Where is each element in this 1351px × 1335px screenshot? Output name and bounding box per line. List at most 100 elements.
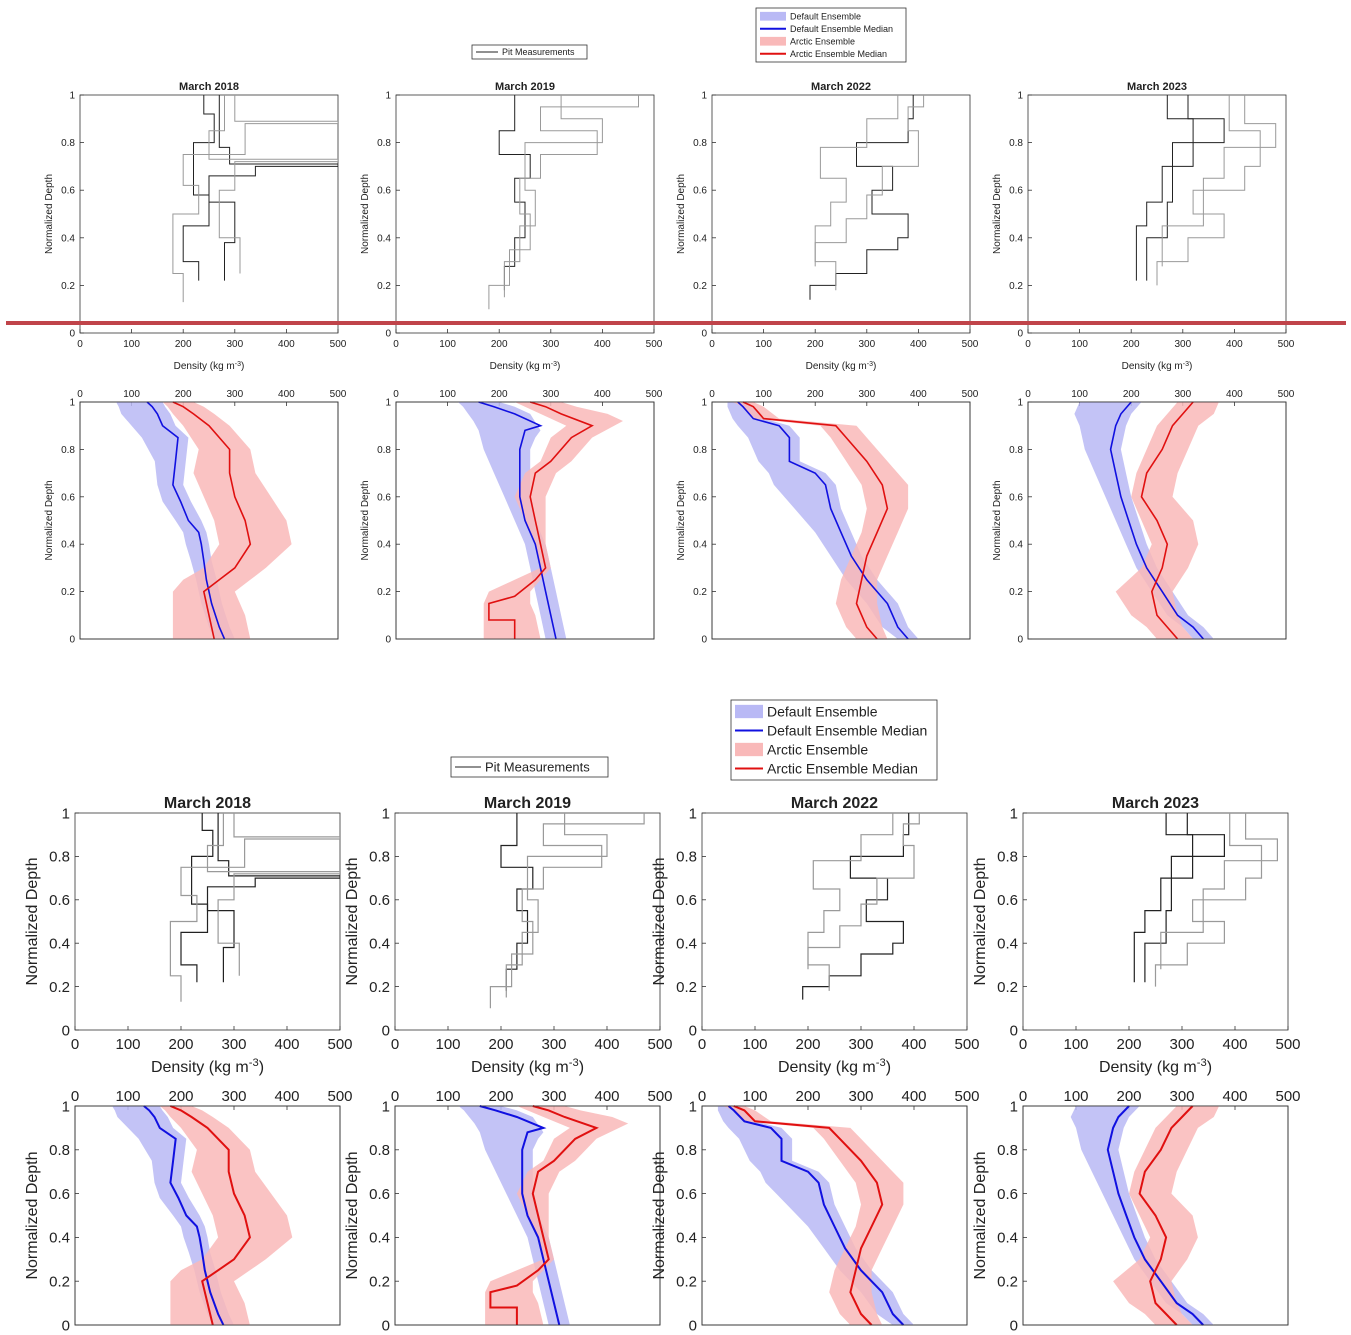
axes-frame bbox=[79, 94, 339, 334]
arctic-ensemble-band bbox=[162, 402, 292, 639]
model-subplot-0: 0 100 200 300 400 500 0 0.2 0.4 0.6 0.8 1 Normalized… bbox=[24, 1088, 353, 1334]
legend-label: Arctic Ensemble Median bbox=[767, 760, 918, 776]
legend-box bbox=[450, 756, 609, 778]
arctic-ensemble-median-line bbox=[172, 401, 252, 640]
legend-label: Default Ensemble bbox=[790, 11, 861, 21]
x-tick-label: 400 bbox=[901, 1088, 926, 1105]
arctic-ensemble-median-line bbox=[170, 1105, 251, 1326]
y-tick-label: 0.8 bbox=[997, 849, 1018, 866]
pit-lines bbox=[489, 813, 645, 1009]
y-tick-label: 0.6 bbox=[377, 186, 391, 197]
y-tick-label: 0.4 bbox=[1009, 233, 1023, 244]
pit-profile bbox=[206, 813, 340, 983]
x-tick-label: 300 bbox=[542, 339, 559, 350]
model-subplot-1: 0 100 200 300 400 500 0 0.2 0.4 0.6 0.8 1 Normalized… bbox=[360, 389, 663, 646]
arctic-ensemble-band bbox=[159, 1106, 293, 1325]
y-tick-label: 0.8 bbox=[1009, 445, 1023, 456]
default-ensemble-band bbox=[1074, 402, 1214, 639]
x-tick-label: 500 bbox=[1275, 1088, 1300, 1105]
x-tick-label: 500 bbox=[1278, 339, 1295, 350]
x-tick-label: 100 bbox=[1071, 339, 1088, 350]
x-axis-label: Density (kg m-3) bbox=[151, 1057, 264, 1076]
x-tick-label: 200 bbox=[488, 1036, 513, 1053]
axes-frame bbox=[1027, 94, 1287, 334]
y-axis-label: Normalized Depth bbox=[24, 1151, 41, 1279]
axes-frame bbox=[1022, 812, 1289, 1031]
y-tick-label: 0 bbox=[701, 635, 707, 646]
axes-frame bbox=[1022, 1105, 1289, 1326]
y-tick-label: 0.6 bbox=[1009, 492, 1023, 503]
y-tick-label: 0 bbox=[1017, 635, 1023, 646]
pit-profile bbox=[807, 813, 920, 970]
pit-profile bbox=[500, 813, 534, 991]
pit-profile bbox=[814, 95, 925, 267]
default-ensemble-median-line bbox=[479, 1105, 561, 1326]
y-tick-label: 0.4 bbox=[377, 540, 391, 551]
x-tick-label: 300 bbox=[226, 339, 243, 350]
y-tick-label: 0.2 bbox=[676, 1273, 697, 1290]
axes-frame bbox=[395, 94, 655, 334]
x-tick-label: 200 bbox=[168, 1036, 193, 1053]
y-tick-label: 0.8 bbox=[676, 849, 697, 866]
subplot-title: March 2019 bbox=[484, 795, 571, 812]
y-tick-label: 1 bbox=[69, 91, 75, 102]
legend-label: Arctic Ensemble bbox=[790, 36, 855, 46]
x-tick-label: 400 bbox=[910, 389, 927, 400]
y-tick-label: 0 bbox=[385, 635, 391, 646]
y-axis-label: Normalized Depth bbox=[676, 174, 687, 254]
x-tick-label: 200 bbox=[175, 339, 192, 350]
pit-profile bbox=[814, 95, 899, 291]
x-tick-label: 300 bbox=[541, 1036, 566, 1053]
pit-profile bbox=[180, 813, 214, 983]
y-tick-label: 0 bbox=[62, 1317, 70, 1334]
x-tick-label: 100 bbox=[742, 1088, 767, 1105]
default-ensemble-median-line bbox=[737, 401, 909, 640]
y-axis-label: Normalized Depth bbox=[992, 174, 1003, 254]
y-tick-label: 0.4 bbox=[369, 935, 390, 952]
x-tick-label: 400 bbox=[278, 389, 295, 400]
x-tick-label: 300 bbox=[1169, 1088, 1194, 1105]
x-tick-label: 400 bbox=[594, 339, 611, 350]
x-tick-label: 300 bbox=[221, 1036, 246, 1053]
arctic-ensemble-band bbox=[1115, 402, 1219, 639]
x-tick-label: 500 bbox=[647, 1088, 672, 1105]
x-tick-label: 0 bbox=[709, 389, 715, 400]
pit-profile bbox=[1144, 813, 1225, 983]
pit-subplot-1: 0 100 200 300 400 500 0 0.2 0.4 0.6 0.8 1 Normalized… bbox=[360, 81, 663, 372]
y-axis-label: Normalized Depth bbox=[651, 857, 668, 985]
x-axis-label: Density (kg m-3) bbox=[806, 361, 877, 373]
y-axis-label: Normalized Depth bbox=[360, 480, 371, 560]
arctic-ensemble-band bbox=[1113, 1106, 1220, 1325]
y-tick-label: 1 bbox=[382, 805, 390, 822]
pit-lines bbox=[809, 95, 925, 300]
y-tick-label: 0.4 bbox=[676, 935, 697, 952]
y-tick-label: 0.2 bbox=[1009, 587, 1023, 598]
y-tick-label: 0 bbox=[69, 635, 75, 646]
legend-models: Default Ensemble Default Ensemble Median A… bbox=[755, 7, 907, 63]
y-tick-label: 0.8 bbox=[676, 1142, 697, 1159]
y-axis-label: Normalized Depth bbox=[676, 480, 687, 560]
x-tick-label: 100 bbox=[123, 389, 140, 400]
x-tick-label: 100 bbox=[439, 339, 456, 350]
y-axis-label: Normalized Depth bbox=[992, 480, 1003, 560]
legend-label: Default Ensemble Median bbox=[767, 722, 927, 738]
x-tick-label: 0 bbox=[1019, 1088, 1027, 1105]
arctic-ensemble-median-line bbox=[1140, 401, 1194, 640]
y-tick-label: 0.6 bbox=[377, 492, 391, 503]
y-tick-label: 0 bbox=[62, 1022, 70, 1039]
x-tick-label: 100 bbox=[123, 339, 140, 350]
default-ensemble-band bbox=[1070, 1106, 1214, 1325]
x-tick-label: 200 bbox=[807, 389, 824, 400]
y-tick-label: 0.8 bbox=[377, 138, 391, 149]
model-subplot-1: 0 100 200 300 400 500 0 0.2 0.4 0.6 0.8 1 Normalized… bbox=[344, 1088, 673, 1334]
x-axis-label: Density (kg m-3) bbox=[174, 361, 245, 373]
x-tick-label: 200 bbox=[795, 1088, 820, 1105]
x-tick-label: 200 bbox=[488, 1088, 513, 1105]
x-tick-label: 200 bbox=[1116, 1088, 1141, 1105]
pit-profile bbox=[1160, 813, 1278, 970]
arctic-ensemble-median-line bbox=[488, 401, 594, 639]
x-tick-label: 0 bbox=[77, 339, 83, 350]
subplot-title: March 2023 bbox=[1127, 81, 1187, 93]
default-ensemble-median-line bbox=[146, 401, 226, 640]
legend-label: Arctic Ensemble Median bbox=[790, 49, 887, 59]
